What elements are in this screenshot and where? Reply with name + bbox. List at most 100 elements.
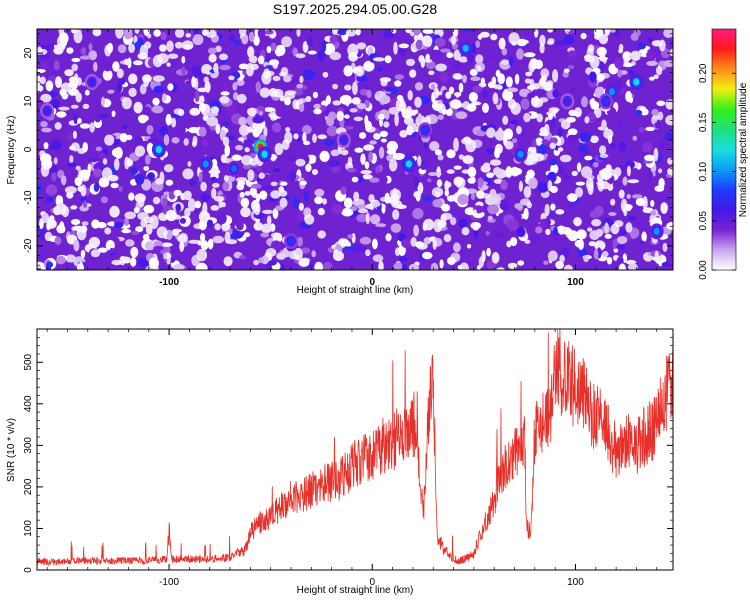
heatmap-cell [654,250,659,263]
colorbar-tick-label: 0.00 [698,260,709,280]
heatmap-cell [663,60,673,68]
heatmap-cell [516,226,526,238]
heatmap-cell [212,182,220,188]
heatmap-cell [531,139,537,150]
heatmap-cell [341,207,354,217]
heatmap-cell [577,247,588,258]
heatmap-cell [332,250,345,262]
heatmap-cell [413,177,419,188]
heatmap-cell [159,171,165,185]
snr-panel: -100 0 100 0 100 200 300 400 500 Height of stra… [6,328,674,596]
heatmap-cell [589,71,597,83]
heatmap-cell [516,48,524,60]
heatmap-hotspot [564,97,571,105]
heatmap-cell [110,182,119,189]
heatmap-cell [574,107,582,118]
heatmap-cell [150,132,157,138]
heatmap-cell [53,206,61,216]
heatmap-cell [38,48,48,55]
heatmap-cell [405,106,413,119]
heatmap-cell [507,262,518,269]
heatmap-cell [174,41,184,49]
heatmap-cell [45,196,53,203]
heatmap-cell [134,173,145,185]
heatmap-cell [182,168,194,180]
heatmap-cell [157,53,169,64]
heatmap-cell [322,198,327,205]
heatmap-cell [194,90,200,102]
heatmap-cell [366,89,372,99]
heatmap-cell [266,46,272,54]
heatmap-cell [384,55,392,64]
heatmap-cell [56,36,64,48]
heatmap-cell [667,167,673,176]
heatmap-cell [133,60,143,66]
heatmap-cell [79,169,91,180]
heatmap-cell [614,167,622,177]
heatmap-cell [658,168,663,174]
heatmap-cell [547,171,557,183]
heatmap-cell [79,123,91,129]
heatmap-cell [312,133,317,143]
heatmap-cell [437,154,444,161]
heatmap-cell [466,103,477,112]
heatmap-cell [218,53,229,61]
heatmap-cell [305,100,311,107]
heatmap-cell [357,208,369,214]
heatmap-cell [422,222,427,231]
heatmap-cell [51,172,57,182]
heatmap-cell [137,257,149,268]
heatmap-cell [238,116,248,126]
heatmap-cell [143,166,150,171]
heatmap-cell [343,65,354,77]
heatmap-cell [177,235,188,243]
heatmap-cell [476,65,482,72]
heatmap-cell [388,158,398,172]
heatmap-cell [272,208,279,219]
heatmap-cell [523,52,536,58]
heatmap-cell [450,217,457,226]
heatmap-cell [191,140,197,148]
heatmap-cell [604,233,612,239]
heatmap-cell [526,169,535,179]
heatmap-cell [547,29,553,33]
x-tick-label: 100 [567,577,584,588]
heatmap-cell [93,61,98,72]
y-tick-label: -20 [23,238,34,253]
x-tick-label: -100 [159,577,179,588]
heatmap-cell [345,125,354,130]
heatmap-cell [112,61,120,72]
heatmap-cell [479,31,490,38]
heatmap-cell [365,212,370,225]
heatmap-cell [558,225,565,235]
heatmap-cell [637,42,646,50]
heatmap-cell [181,66,186,76]
heatmap-cell [128,192,135,201]
heatmap-cell [66,191,74,199]
heatmap-cell [67,132,74,142]
heatmap-cell [96,221,107,229]
heatmap-cell [351,97,361,105]
heatmap-cell [192,34,204,46]
heatmap-cell [344,246,356,251]
heatmap-cell [280,181,288,186]
heatmap-cell [624,160,636,169]
heatmap-cell [48,91,58,98]
heatmap-cell [55,76,62,88]
heatmap-cell [167,83,174,91]
heatmap-cell [138,196,145,208]
heatmap-cell [428,70,435,76]
heatmap-cell [535,226,543,234]
heatmap-cell [355,29,361,36]
heatmap-cell [369,214,381,225]
heatmap-cell [74,176,83,187]
heatmap-cell [318,50,325,62]
heatmap-cell [357,103,366,110]
colorbar-frame [711,28,737,271]
heatmap-cell [434,37,447,48]
heatmap-cell [43,142,49,150]
heatmap-cell [260,223,272,234]
heatmap-cell [261,185,274,191]
heatmap-cell [82,103,90,109]
heatmap-cell [275,44,286,56]
